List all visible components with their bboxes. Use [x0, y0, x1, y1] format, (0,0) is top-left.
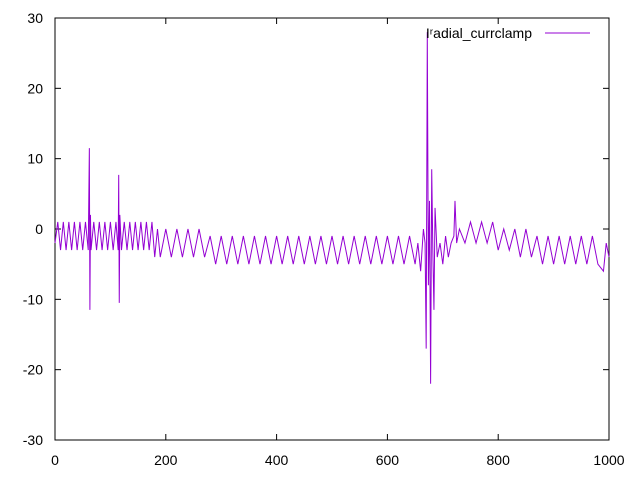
axis-tick-labels: 0 200 400 600 800 1000 -30 -20 -10 0 10 20 30 [23, 10, 625, 468]
legend-label: Iʳadial_currclamp [426, 25, 532, 41]
series-layer [54, 32, 610, 384]
axis-ticks [54, 17, 610, 441]
x-tick-label: 400 [265, 452, 289, 468]
x-tick-label: 800 [487, 452, 511, 468]
x-tick-label: 200 [154, 452, 178, 468]
y-tick-label: -30 [23, 432, 43, 448]
x-tick-label: 1000 [593, 452, 624, 468]
legend: Iʳadial_currclamp [426, 25, 590, 41]
x-tick-label: 600 [376, 452, 400, 468]
y-tick-label: -10 [23, 291, 43, 307]
y-tick-label: 30 [27, 10, 43, 26]
y-tick-label: 10 [27, 151, 43, 167]
y-tick-label: 20 [27, 80, 43, 96]
y-tick-label: -20 [23, 362, 43, 378]
series-line [54, 32, 610, 384]
y-tick-label: 0 [35, 221, 43, 237]
x-tick-label: 0 [51, 452, 59, 468]
